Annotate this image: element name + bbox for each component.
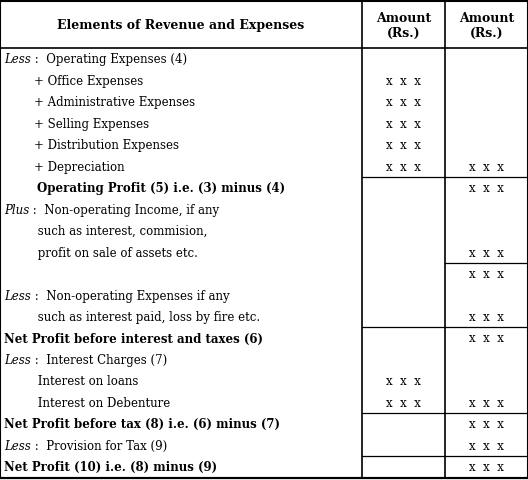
Text: + Selling Expenses: + Selling Expenses [4, 118, 149, 131]
Text: x  x  x: x x x [469, 246, 504, 259]
Text: + Distribution Expenses: + Distribution Expenses [4, 139, 179, 152]
Text: such as interest, commision,: such as interest, commision, [4, 225, 208, 238]
Text: x  x  x: x x x [469, 311, 504, 324]
Text: Less: Less [4, 289, 31, 302]
Text: x  x  x: x x x [469, 418, 504, 431]
Text: profit on sale of assets etc.: profit on sale of assets etc. [4, 246, 198, 259]
Text: Interest on Debenture: Interest on Debenture [4, 396, 171, 409]
Text: Net Profit before interest and taxes (6): Net Profit before interest and taxes (6) [4, 332, 263, 345]
Text: + Administrative Expenses: + Administrative Expenses [4, 96, 195, 109]
Text: Less: Less [4, 53, 31, 66]
Text: Interest on loans: Interest on loans [4, 375, 138, 388]
Text: Operating Profit (5) i.e. (3) minus (4): Operating Profit (5) i.e. (3) minus (4) [4, 182, 285, 195]
Text: x  x  x: x x x [469, 267, 504, 280]
Text: x  x  x: x x x [469, 396, 504, 409]
Text: x  x  x: x x x [386, 74, 421, 88]
Text: x  x  x: x x x [386, 118, 421, 131]
Text: x  x  x: x x x [469, 439, 504, 452]
Text: :  Provision for Tax (9): : Provision for Tax (9) [31, 439, 167, 452]
Text: Less: Less [4, 439, 31, 452]
Text: x  x  x: x x x [386, 139, 421, 152]
Text: Amount
(Rs.): Amount (Rs.) [459, 12, 514, 40]
Text: :  Non-operating Income, if any: : Non-operating Income, if any [30, 203, 220, 216]
Text: :  Non-operating Expenses if any: : Non-operating Expenses if any [31, 289, 230, 302]
Text: + Depreciation: + Depreciation [4, 160, 125, 173]
Text: x  x  x: x x x [469, 182, 504, 195]
Text: x  x  x: x x x [469, 460, 504, 473]
Text: x  x  x: x x x [386, 396, 421, 409]
Text: Net Profit (10) i.e. (8) minus (9): Net Profit (10) i.e. (8) minus (9) [4, 460, 218, 473]
Text: Amount
(Rs.): Amount (Rs.) [376, 12, 431, 40]
Text: such as interest paid, loss by fire etc.: such as interest paid, loss by fire etc. [4, 311, 260, 324]
Text: Less: Less [4, 353, 31, 366]
Text: Elements of Revenue and Expenses: Elements of Revenue and Expenses [57, 19, 305, 32]
Text: Net Profit before tax (8) i.e. (6) minus (7): Net Profit before tax (8) i.e. (6) minus… [4, 418, 280, 431]
Text: x  x  x: x x x [386, 375, 421, 388]
Text: :  Operating Expenses (4): : Operating Expenses (4) [31, 53, 187, 66]
Text: :  Interest Charges (7): : Interest Charges (7) [31, 353, 167, 366]
Text: x  x  x: x x x [469, 332, 504, 345]
Text: + Office Expenses: + Office Expenses [4, 74, 144, 88]
Text: x  x  x: x x x [386, 96, 421, 109]
Text: x  x  x: x x x [386, 160, 421, 173]
Text: x  x  x: x x x [469, 160, 504, 173]
Text: Plus: Plus [4, 203, 30, 216]
